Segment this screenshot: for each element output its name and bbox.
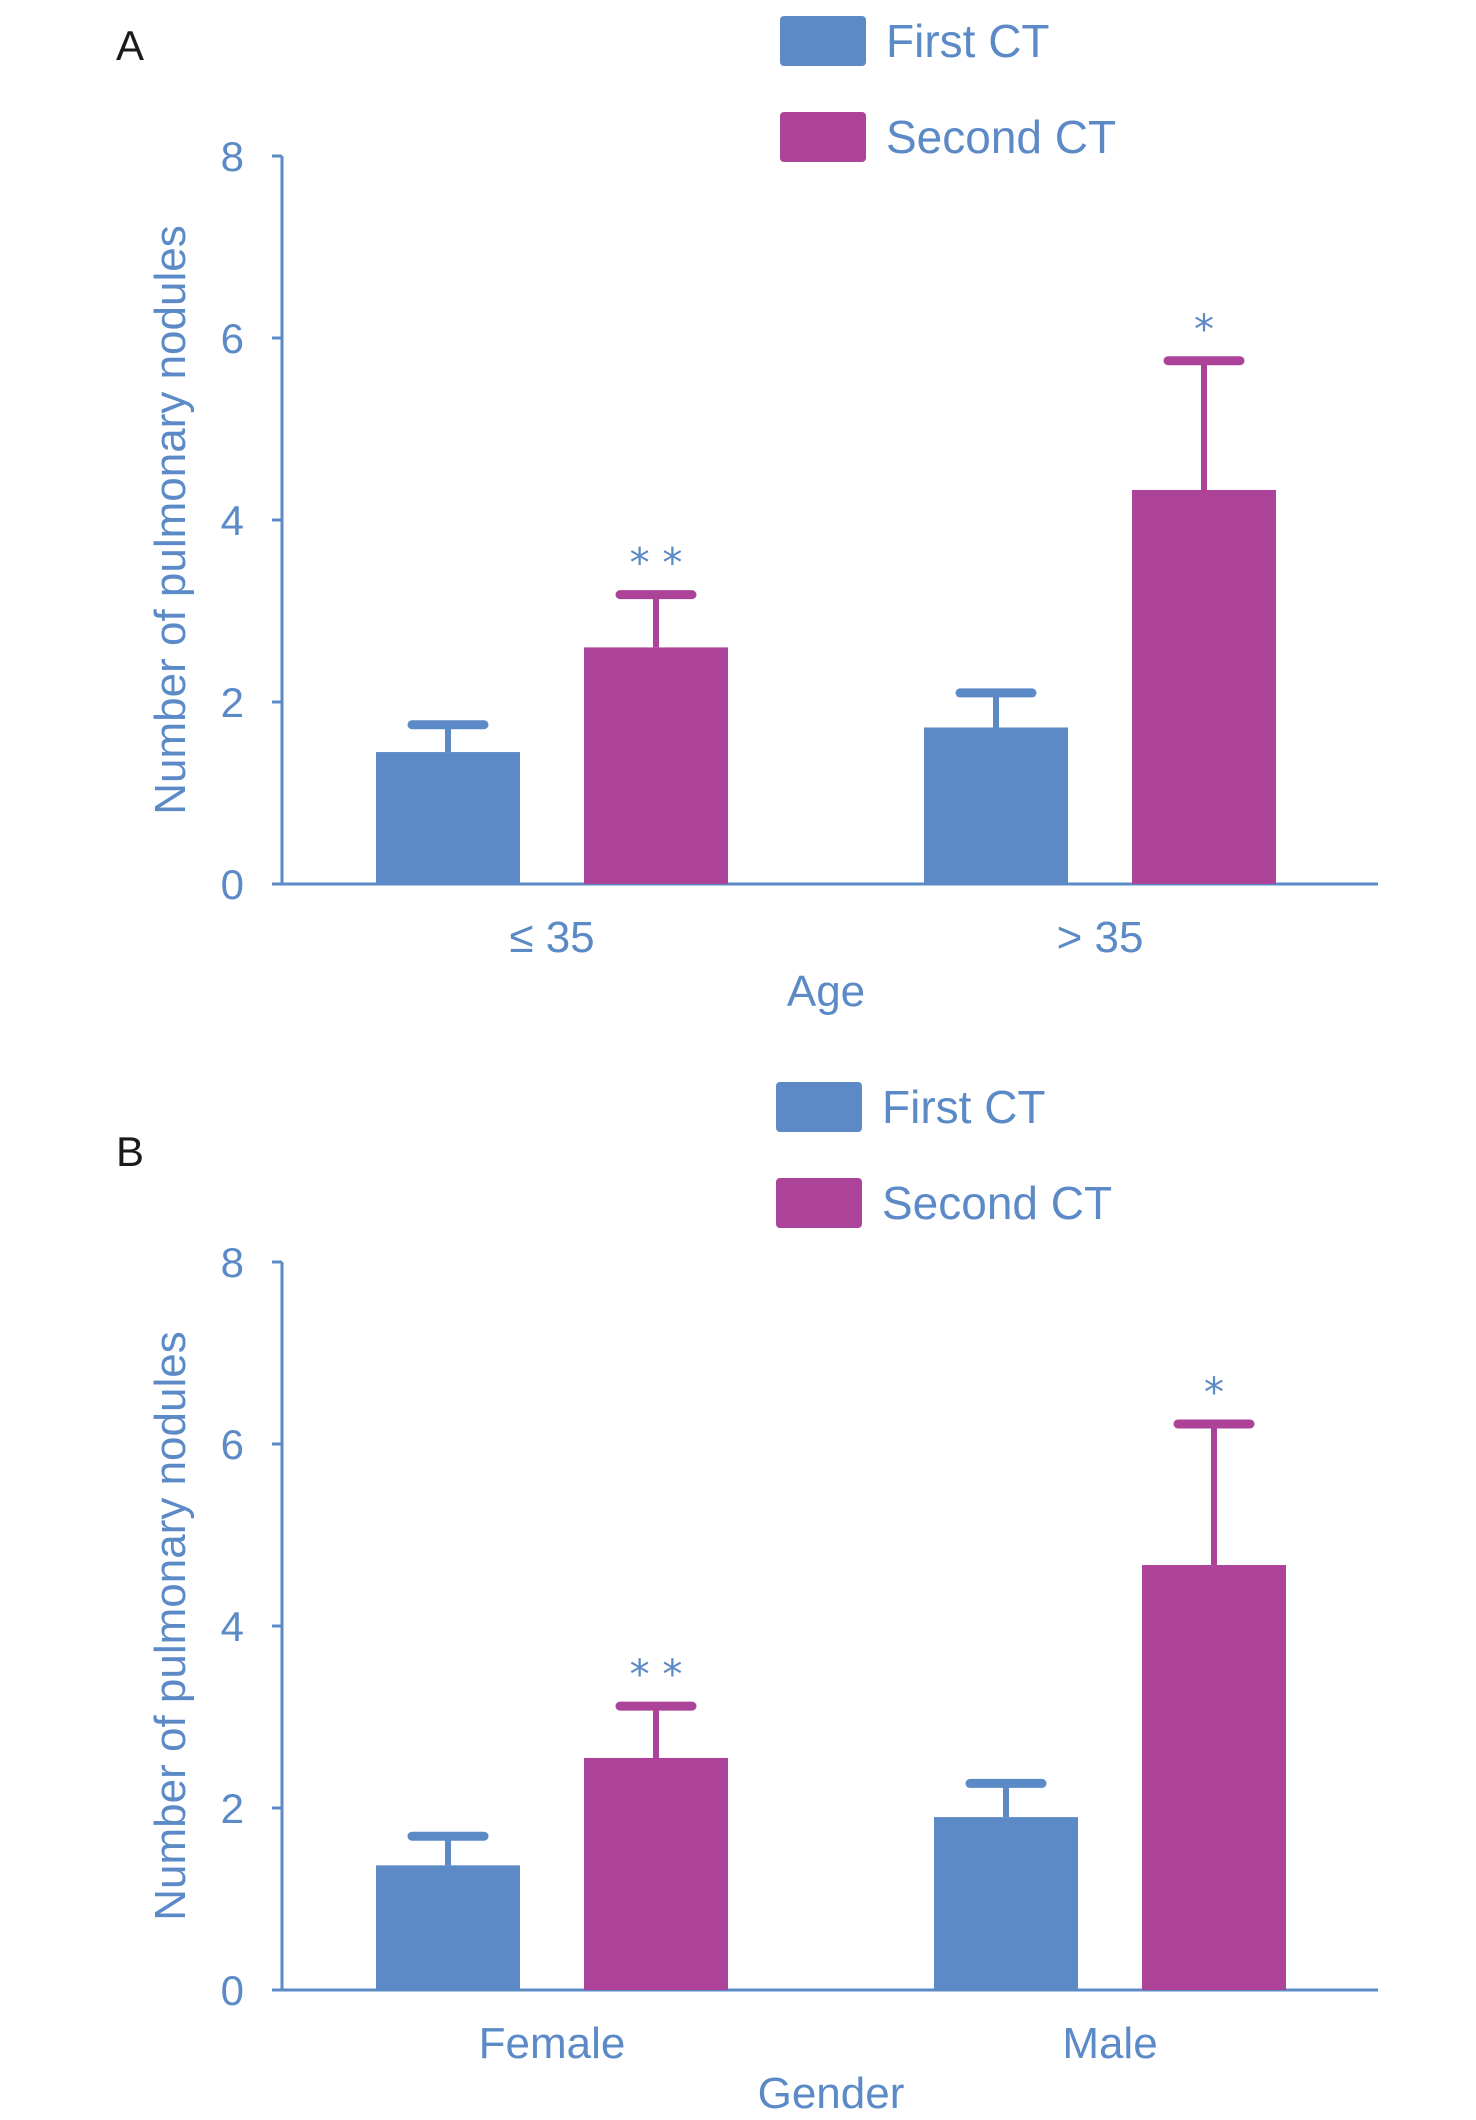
- significance-marker: *: [1194, 307, 1214, 353]
- legend-label: First CT: [886, 15, 1050, 67]
- bar: [376, 752, 520, 884]
- y-tick-label: 6: [221, 315, 244, 362]
- legend-swatch: [780, 112, 866, 162]
- x-tick-label: > 35: [1057, 913, 1144, 962]
- panel-letter: A: [116, 22, 144, 69]
- y-tick-label: 4: [221, 497, 244, 544]
- panel-letter: B: [116, 1128, 144, 1175]
- bar: [584, 647, 728, 884]
- x-tick-label: Male: [1062, 2019, 1157, 2068]
- chart-panel-a: A First CT Second CT 0 2 4 6 8 Number of pulmona…: [116, 15, 1378, 1016]
- bar: [1142, 1565, 1286, 1990]
- bar: [376, 1865, 520, 1990]
- y-axis-title: Number of pulmonary nodules: [146, 225, 195, 814]
- x-axis-title: Age: [787, 967, 865, 1016]
- bar: [924, 727, 1068, 884]
- legend-swatch: [780, 16, 866, 66]
- significance-marker: *: [1204, 1370, 1224, 1416]
- bar: [934, 1817, 1078, 1990]
- y-tick-label: 0: [221, 861, 244, 908]
- y-tick-label: 8: [221, 1239, 244, 1286]
- x-tick-label: Female: [479, 2019, 626, 2068]
- legend-label: Second CT: [886, 111, 1116, 163]
- legend-label: First CT: [882, 1081, 1046, 1133]
- y-axis-title: Number of pulmonary nodules: [146, 1331, 195, 1920]
- y-tick-label: 0: [221, 1967, 244, 2014]
- y-tick-label: 4: [221, 1603, 244, 1650]
- x-axis-title: Gender: [758, 2069, 905, 2118]
- y-tick-label: 2: [221, 1785, 244, 1832]
- y-tick-label: 8: [221, 133, 244, 180]
- y-tick-label: 2: [221, 679, 244, 726]
- legend-label: Second CT: [882, 1177, 1112, 1229]
- significance-marker: * *: [630, 541, 683, 587]
- x-tick-label: ≤ 35: [509, 913, 594, 962]
- legend-swatch: [776, 1082, 862, 1132]
- legend-swatch: [776, 1178, 862, 1228]
- bar: [1132, 489, 1276, 884]
- bar: [584, 1757, 728, 1990]
- significance-marker: * *: [630, 1652, 683, 1698]
- chart-panel-b: B First CT Second CT 0 2 4 6 8 Number of pulmona…: [116, 1081, 1378, 2118]
- y-tick-label: 6: [221, 1421, 244, 1468]
